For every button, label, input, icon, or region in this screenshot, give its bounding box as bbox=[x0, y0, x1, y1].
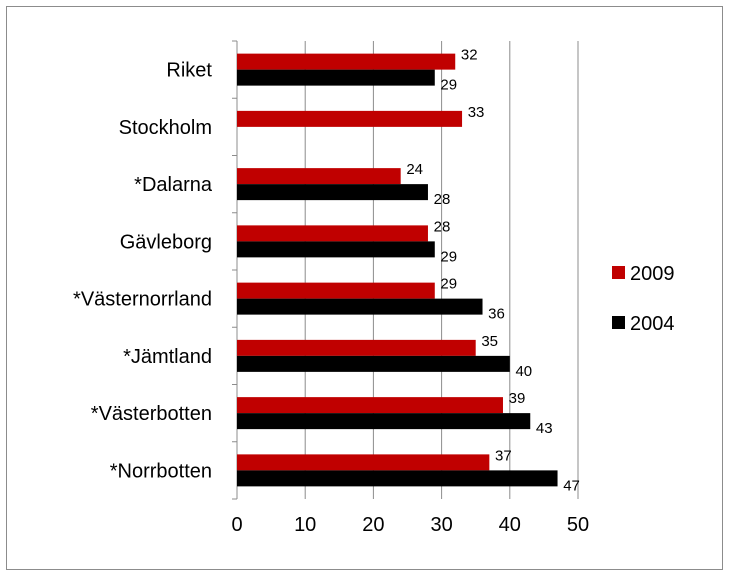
legend-swatch-2004 bbox=[612, 316, 625, 329]
x-tick-label-50: 50 bbox=[567, 514, 589, 536]
data-label-2009-1: 33 bbox=[468, 104, 485, 121]
data-label-2004-6: 43 bbox=[536, 420, 553, 437]
data-label-2004-3: 29 bbox=[440, 248, 457, 265]
data-label-2009-0: 32 bbox=[461, 47, 478, 64]
bar-2009-5 bbox=[237, 339, 476, 356]
bar-2004-3 bbox=[237, 241, 435, 258]
legend-label-2009: 2009 bbox=[630, 263, 675, 285]
data-label-2009-7: 37 bbox=[495, 447, 512, 464]
data-label-2009-4: 29 bbox=[440, 276, 457, 293]
bar-2009-3 bbox=[237, 225, 428, 242]
bar-2009-1 bbox=[237, 110, 463, 127]
x-tick-label-40: 40 bbox=[499, 514, 521, 536]
bar-2009-2 bbox=[237, 168, 401, 185]
bar-2009-4 bbox=[237, 282, 435, 299]
bar-2004-6 bbox=[237, 413, 531, 430]
bar-2004-2 bbox=[237, 184, 428, 201]
category-label: *Västerbotten bbox=[91, 403, 212, 425]
bar-2004-5 bbox=[237, 355, 510, 372]
category-label: Riket bbox=[166, 60, 212, 82]
bar-2009-7 bbox=[237, 454, 490, 471]
category-label: *Västernorrland bbox=[73, 289, 212, 311]
category-label: *Jämtland bbox=[123, 346, 212, 368]
x-tick-label-0: 0 bbox=[231, 514, 242, 536]
category-label: Gävleborg bbox=[120, 231, 212, 253]
x-tick-label-20: 20 bbox=[362, 514, 384, 536]
data-label-2009-3: 28 bbox=[434, 218, 451, 235]
data-label-2004-0: 29 bbox=[440, 77, 457, 94]
legend-swatch-2009 bbox=[612, 266, 625, 279]
data-label-2004-4: 36 bbox=[488, 306, 505, 323]
data-label-2009-5: 35 bbox=[481, 333, 498, 350]
x-tick-label-30: 30 bbox=[430, 514, 452, 536]
category-label: Stockholm bbox=[119, 117, 212, 139]
data-label-2004-2: 28 bbox=[434, 191, 451, 208]
category-label: *Norrbotten bbox=[110, 460, 212, 482]
bar-2009-6 bbox=[237, 397, 503, 414]
bar-2004-4 bbox=[237, 298, 483, 315]
bar-2004-7 bbox=[237, 470, 558, 487]
bar-2004-0 bbox=[237, 69, 435, 86]
category-label: *Dalarna bbox=[134, 174, 213, 196]
data-label-2004-7: 47 bbox=[563, 477, 580, 494]
bar-2009-0 bbox=[237, 53, 456, 70]
legend-label-2004: 2004 bbox=[630, 313, 675, 335]
data-label-2009-2: 24 bbox=[406, 161, 423, 178]
x-tick-label-10: 10 bbox=[294, 514, 316, 536]
data-label-2004-5: 40 bbox=[515, 363, 532, 380]
data-label-2009-6: 39 bbox=[509, 390, 526, 407]
